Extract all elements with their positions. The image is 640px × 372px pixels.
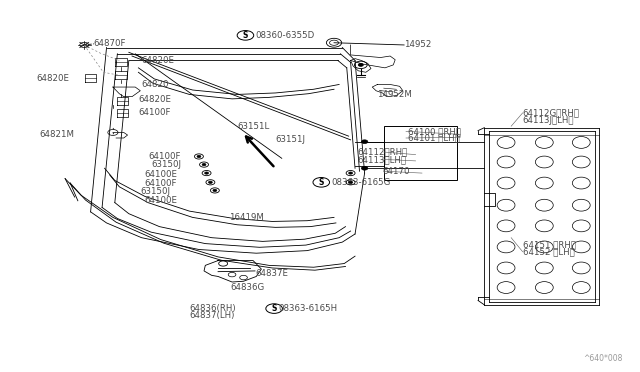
Text: 64100F: 64100F (145, 179, 177, 187)
Text: 64112G〈RH〉: 64112G〈RH〉 (523, 108, 580, 118)
Circle shape (362, 166, 368, 170)
Text: 64836G: 64836G (231, 283, 265, 292)
Text: 64836(RH): 64836(RH) (189, 304, 236, 313)
Circle shape (349, 172, 353, 174)
Text: 08363-6165H: 08363-6165H (278, 304, 338, 313)
Circle shape (209, 181, 212, 183)
Text: 14952M: 14952M (378, 90, 412, 99)
Text: 64820: 64820 (141, 80, 169, 89)
Text: 64170: 64170 (383, 167, 410, 176)
Text: 64112〈RH〉: 64112〈RH〉 (357, 148, 407, 157)
Text: 64151 〈RH〉: 64151 〈RH〉 (523, 240, 575, 249)
Text: 63151J: 63151J (275, 135, 305, 144)
Text: 64101 〈LH〉: 64101 〈LH〉 (408, 134, 460, 142)
Text: 64100E: 64100E (145, 170, 178, 179)
Text: 64820E: 64820E (141, 56, 175, 65)
Text: 64113〈LH〉: 64113〈LH〉 (357, 155, 406, 164)
Text: 64837(LH): 64837(LH) (189, 311, 235, 320)
Text: 63151L: 63151L (237, 122, 269, 131)
Text: 08360-6355D: 08360-6355D (255, 31, 314, 40)
Circle shape (197, 155, 201, 158)
Text: 64100F: 64100F (138, 108, 171, 118)
Circle shape (213, 189, 217, 192)
Text: S: S (243, 31, 248, 40)
Text: 14952: 14952 (404, 41, 431, 49)
Text: 64100F: 64100F (148, 152, 180, 161)
Text: 64113J〈LH〉: 64113J〈LH〉 (523, 116, 574, 125)
Text: 63150J: 63150J (151, 160, 181, 169)
Bar (384, 126, 457, 180)
Text: 64100 〈RH〉: 64100 〈RH〉 (408, 127, 461, 136)
Text: ^640*008: ^640*008 (583, 354, 623, 363)
Text: 64100E: 64100E (145, 196, 178, 205)
Text: 64820E: 64820E (138, 95, 172, 104)
Text: 64152 〈LH〉: 64152 〈LH〉 (523, 247, 574, 256)
Circle shape (205, 172, 209, 174)
Text: 64837E: 64837E (255, 269, 288, 278)
Circle shape (362, 140, 368, 144)
Text: 64821M: 64821M (40, 130, 75, 139)
Text: S: S (319, 178, 324, 187)
Text: 16419M: 16419M (230, 213, 264, 222)
Circle shape (349, 181, 353, 183)
Text: 08363-6165G: 08363-6165G (332, 178, 391, 187)
Text: 64820E: 64820E (36, 74, 69, 83)
Text: 63150J: 63150J (140, 187, 170, 196)
Text: 64870F: 64870F (94, 39, 126, 48)
Text: S: S (271, 304, 277, 313)
Circle shape (202, 163, 206, 166)
Circle shape (358, 63, 364, 66)
